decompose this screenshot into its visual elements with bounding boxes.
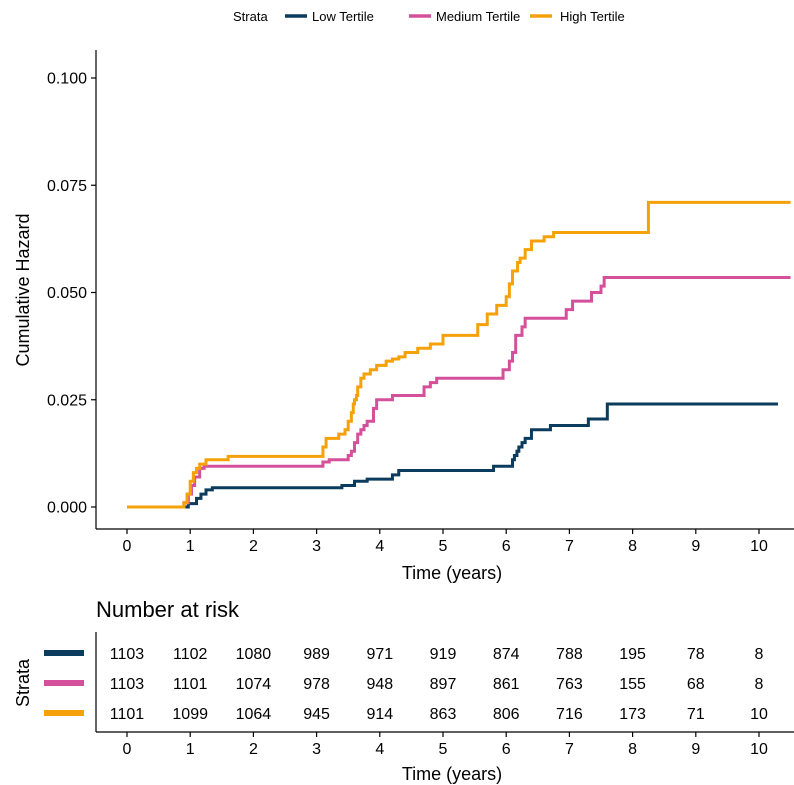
risk-cell: 861 <box>493 676 520 693</box>
x-tick-label: 9 <box>691 538 700 555</box>
x-tick-label: 6 <box>502 538 511 555</box>
risk-cell: 716 <box>556 706 583 723</box>
risk-x-tick-label: 9 <box>691 741 700 758</box>
x-tick-label: 10 <box>750 538 768 555</box>
risk-cell: 1064 <box>236 706 272 723</box>
legend-label-low-tertile: Low Tertile <box>312 9 374 24</box>
risk-cell: 1101 <box>173 676 208 693</box>
risk-x-tick-label: 5 <box>439 741 448 758</box>
risk-cell: 173 <box>619 706 646 723</box>
risk-cell: 763 <box>556 676 583 693</box>
risk-cell: 914 <box>366 706 393 723</box>
risk-y-axis-title: Strata <box>13 658 33 707</box>
risk-x-tick-label: 10 <box>750 741 768 758</box>
risk-cell: 68 <box>687 676 705 693</box>
risk-cell: 8 <box>755 646 764 663</box>
risk-x-axis-title: Time (years) <box>402 764 502 784</box>
x-tick-label: 3 <box>312 538 321 555</box>
risk-cell: 155 <box>619 676 646 693</box>
risk-cell: 10 <box>750 706 768 723</box>
legend: Strata Low Tertile Medium Tertile High Ter… <box>233 9 625 24</box>
y-tick-label: 0.000 <box>47 500 87 517</box>
risk-x-tick-label: 8 <box>628 741 637 758</box>
risk-cell: 1074 <box>236 676 272 693</box>
legend-title: Strata <box>233 9 268 24</box>
risk-x-tick-label: 7 <box>565 741 574 758</box>
y-tick-label: 0.025 <box>47 392 87 409</box>
risk-cell: 989 <box>303 646 330 663</box>
risk-cell: 806 <box>493 706 520 723</box>
y-tick-label: 0.050 <box>47 285 87 302</box>
risk-cell: 1080 <box>236 646 272 663</box>
risk-table: Number at risk 1103 1102 1080 989 971 919 874 7… <box>13 597 794 784</box>
risk-cell: 945 <box>303 706 330 723</box>
risk-x-tick-label: 1 <box>186 741 195 758</box>
risk-cell: 1102 <box>173 646 208 663</box>
x-tick-label: 0 <box>123 538 132 555</box>
y-tick-label: 0.075 <box>47 178 87 195</box>
x-tick-label: 4 <box>375 538 384 555</box>
legend-label-high-tertile: High Tertile <box>560 9 625 24</box>
risk-x-tick-label: 6 <box>502 741 511 758</box>
x-tick-label: 8 <box>628 538 637 555</box>
x-tick-label: 1 <box>186 538 195 555</box>
series-line-medium-tertile <box>127 275 791 509</box>
risk-table-title: Number at risk <box>96 597 240 622</box>
x-tick-label: 5 <box>439 538 448 555</box>
risk-cell: 874 <box>493 646 520 663</box>
series-line-high-tertile <box>127 200 791 509</box>
risk-cell: 71 <box>687 706 705 723</box>
risk-cell: 971 <box>366 646 393 663</box>
risk-cell: 1103 <box>110 646 145 663</box>
risk-x-tick-label: 3 <box>312 741 321 758</box>
x-axis-title: Time (years) <box>402 563 502 583</box>
risk-cell: 919 <box>430 646 457 663</box>
risk-cell: 948 <box>366 676 393 693</box>
plot-area: 0.000 0.025 0.050 0.075 0.100 0 1 2 3 4 5 6 7 8 9 10 T… <box>13 50 794 583</box>
risk-x-tick-label: 0 <box>123 741 132 758</box>
y-axis-title: Cumulative Hazard <box>13 213 33 366</box>
risk-cell: 1101 <box>110 706 145 723</box>
risk-cell: 897 <box>430 676 457 693</box>
y-tick-label: 0.100 <box>47 71 87 88</box>
risk-x-tick-label: 4 <box>375 741 384 758</box>
risk-cell: 863 <box>430 706 457 723</box>
x-tick-label: 7 <box>565 538 574 555</box>
series-line-low-tertile <box>127 402 778 509</box>
risk-cell: 978 <box>303 676 330 693</box>
risk-cell: 8 <box>755 676 764 693</box>
x-tick-label: 2 <box>249 538 258 555</box>
risk-cell: 78 <box>687 646 705 663</box>
risk-cell: 1099 <box>172 706 208 723</box>
risk-x-tick-label: 2 <box>249 741 258 758</box>
risk-cell: 195 <box>619 646 646 663</box>
risk-cell: 1103 <box>110 676 145 693</box>
risk-cell: 788 <box>556 646 583 663</box>
legend-label-medium-tertile: Medium Tertile <box>436 9 520 24</box>
